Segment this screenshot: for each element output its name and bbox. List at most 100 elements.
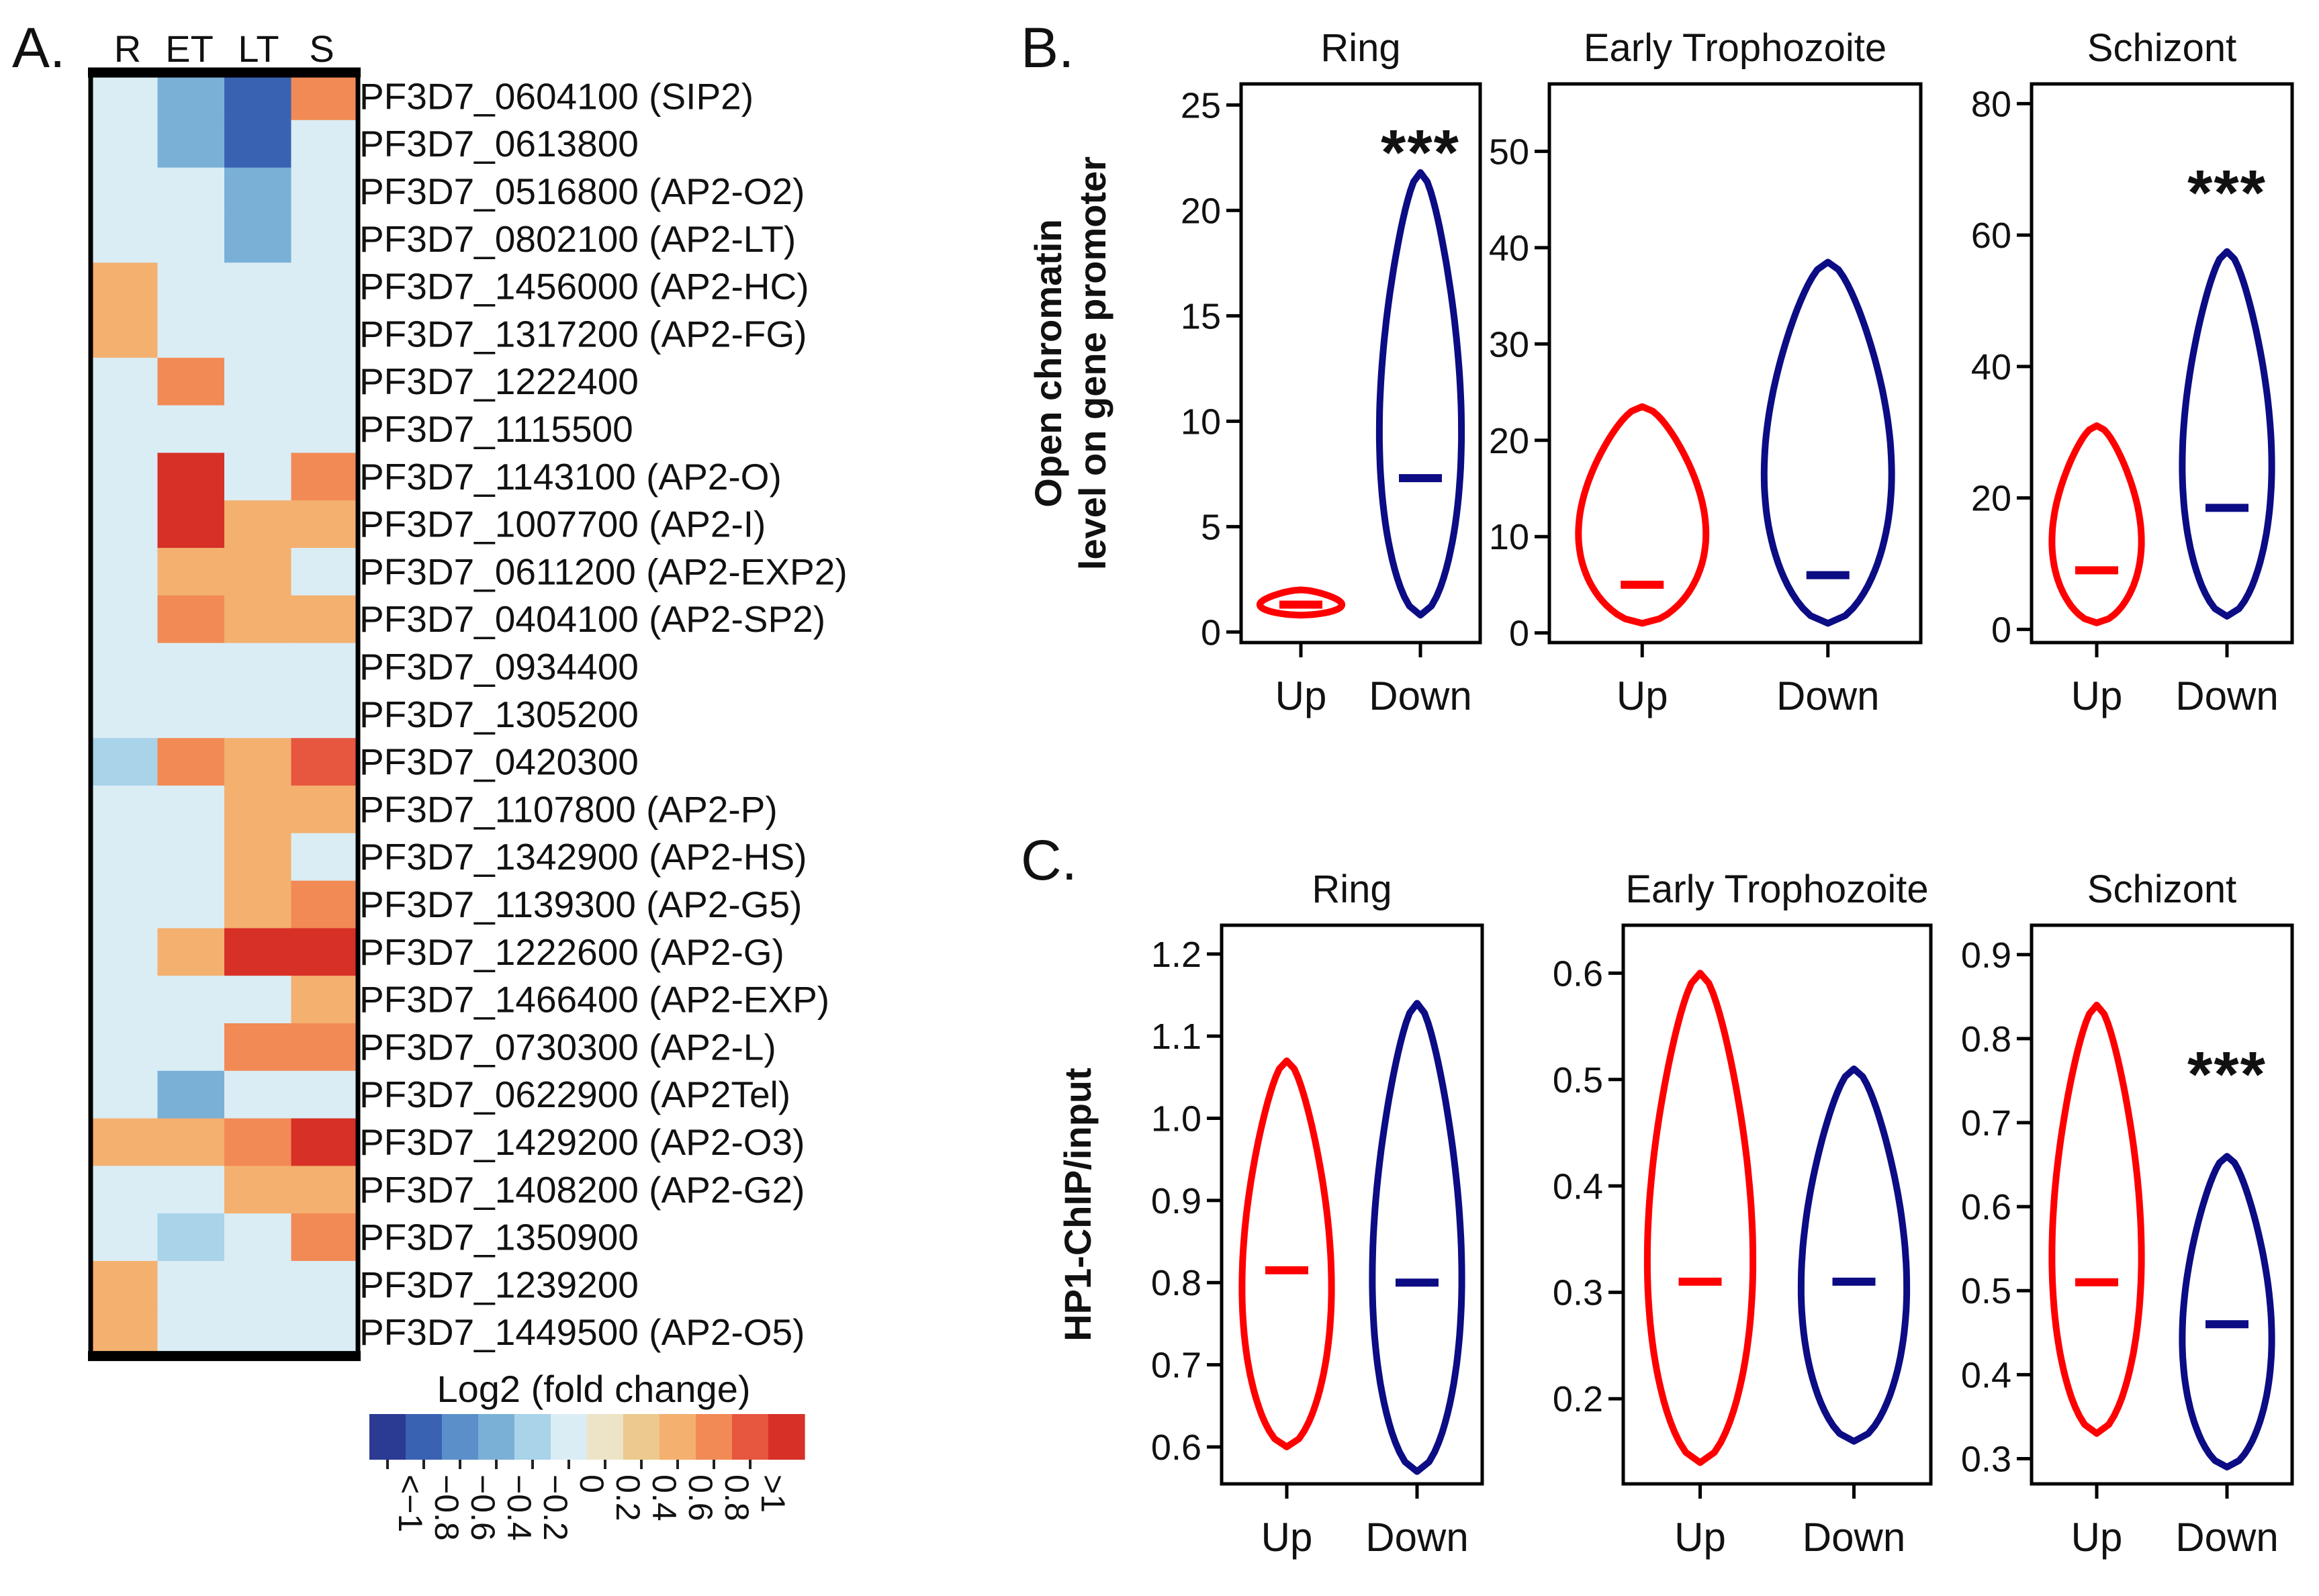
heatmap-cell	[157, 453, 225, 501]
heatmap-row-label: PF3D7_0404100 (AP2-SP2)	[359, 598, 825, 640]
heatmap-row-label: PF3D7_1466400 (AP2-EXP)	[359, 979, 829, 1021]
x-category-label: Up	[1261, 1515, 1313, 1560]
panel-a-letter: A.	[12, 16, 65, 79]
colorbar-swatch	[660, 1414, 696, 1460]
y-tick-label: 0	[1991, 610, 2011, 650]
violin-up	[1575, 403, 1710, 627]
heatmap-cell	[224, 73, 292, 121]
significance-annotation: ***	[2187, 1039, 2267, 1111]
y-axis-label: Open chromatin	[1027, 219, 1069, 507]
violin-chart: Schizont 0.3 0.4 0.5 0.6 0.7 0.8 0.9 Up Down ***	[1961, 867, 2294, 1560]
colorbar-swatch	[442, 1414, 479, 1460]
x-category-label: Down	[1803, 1515, 1905, 1560]
y-tick-label: 0.4	[1553, 1166, 1603, 1207]
panel-letter: C.	[1021, 829, 1077, 892]
heatmap-cell	[291, 1261, 359, 1309]
violin-down	[1760, 259, 1895, 627]
heatmap-cell	[224, 928, 292, 976]
heatmap-cell	[224, 1261, 292, 1309]
heatmap-cell	[157, 405, 225, 453]
heatmap-cell	[157, 1166, 225, 1214]
colorbar-tick-label: −0.8	[428, 1474, 465, 1541]
heatmap-cell	[157, 548, 225, 596]
violin-up	[1238, 1057, 1335, 1450]
colorbar-swatch	[551, 1414, 588, 1460]
colorbar-swatch	[478, 1414, 515, 1460]
colorbar-tick-label: 0.2	[609, 1474, 647, 1521]
heatmap-row-label: PF3D7_1429200 (AP2-O3)	[359, 1121, 805, 1163]
heatmap-cell	[291, 167, 359, 216]
colorbar-tick-label: −0.4	[500, 1474, 538, 1541]
chart-title: Early Trophozoite	[1584, 26, 1886, 70]
heatmap-row-label: PF3D7_0420300	[359, 741, 639, 783]
heatmap-col-label: S	[309, 28, 334, 70]
heatmap-cell	[91, 310, 158, 359]
heatmap-row-label: PF3D7_0730300 (AP2-L)	[359, 1026, 776, 1068]
y-tick-label: 1.1	[1151, 1017, 1201, 1057]
y-tick-label: 0	[1201, 612, 1221, 653]
violin-chart: C. Ring 0.6 0.7 0.8 0.9 1.0 1.1 1.2 HP1-ChIP/inpu…	[1021, 829, 1484, 1560]
heatmap-row-label: PF3D7_1342900 (AP2-HS)	[359, 836, 807, 878]
heatmap-cell	[224, 167, 292, 216]
violin-up	[1256, 586, 1346, 619]
heatmap-row-label: PF3D7_1115500	[359, 408, 633, 450]
plot-frame	[1239, 82, 1482, 645]
heatmap-cell	[91, 120, 158, 169]
heatmap-cell	[224, 1213, 292, 1262]
heatmap-cell	[91, 453, 158, 501]
colorbar-tick-label: 0.8	[718, 1474, 756, 1521]
violin-up	[1643, 970, 1757, 1466]
heatmap-cell	[291, 357, 359, 406]
violin-chart: Early Trophozoite 0 10 20 30 40 50 Up Down	[1489, 26, 1923, 718]
x-category-label: Up	[2071, 673, 2123, 718]
heatmap-col-label: LT	[238, 28, 279, 70]
heatmap-row-label: PF3D7_1317200 (AP2-FG)	[359, 313, 807, 355]
heatmap-cell	[157, 167, 225, 216]
heatmap-cell	[224, 738, 292, 786]
y-tick-label: 0.3	[1961, 1439, 2011, 1479]
heatmap-row-label: PF3D7_1222400	[359, 361, 639, 402]
plot-frame	[2030, 923, 2294, 1486]
heatmap-row-label: PF3D7_1239200	[359, 1264, 639, 1305]
heatmap-row-label: PF3D7_0802100 (AP2-LT)	[359, 218, 796, 260]
heatmap-cell	[157, 595, 225, 644]
x-category-label: Down	[2175, 673, 2278, 718]
heatmap-row-label: PF3D7_0934400	[359, 646, 639, 688]
heatmap-cell	[224, 976, 292, 1024]
heatmap-cell	[291, 1070, 359, 1119]
violin-panels: B. Ring 0 5 10 15 20 25 Open chromatin level on g…	[1021, 16, 2294, 1560]
violin-down	[2179, 248, 2275, 620]
violin-up	[2048, 1001, 2145, 1437]
y-tick-label: 10	[1489, 517, 1529, 557]
violin-down	[1797, 1065, 1911, 1445]
heatmap-cell	[224, 595, 292, 644]
heatmap-cell	[224, 1070, 292, 1119]
heatmap-cell	[91, 263, 158, 311]
y-tick-label: 0.7	[1151, 1346, 1201, 1386]
heatmap-cell	[91, 1213, 158, 1262]
heatmap-cell	[157, 1023, 225, 1072]
y-tick-label: 0.3	[1553, 1273, 1603, 1313]
violin-chart: Schizont 0 20 40 60 80 Up Down ***	[1971, 26, 2294, 718]
heatmap-cell	[157, 928, 225, 976]
y-tick-label: 10	[1181, 402, 1221, 442]
y-tick-label: 0.7	[1961, 1103, 2011, 1143]
heatmap-cell	[291, 1023, 359, 1072]
chart-title: Schizont	[2087, 867, 2236, 911]
heatmap-cell	[291, 643, 359, 691]
heatmap-cell	[224, 310, 292, 359]
chart-title: Early Trophozoite	[1625, 867, 1928, 911]
heatmap-cell	[291, 595, 359, 644]
y-tick-label: 20	[1971, 479, 2011, 519]
heatmap-cell	[224, 215, 292, 263]
heatmap-cell	[91, 690, 158, 739]
heatmap-cell	[91, 595, 158, 644]
heatmap-cell	[224, 1118, 292, 1166]
colorbar-swatch	[406, 1414, 443, 1460]
heatmap-row-label: PF3D7_1449500 (AP2-O5)	[359, 1311, 805, 1353]
chart-title: Schizont	[2087, 26, 2236, 70]
panel-letter: B.	[1021, 16, 1074, 79]
heatmap-cell	[91, 73, 158, 121]
heatmap-cell	[224, 263, 292, 311]
y-tick-label: 20	[1489, 421, 1529, 461]
